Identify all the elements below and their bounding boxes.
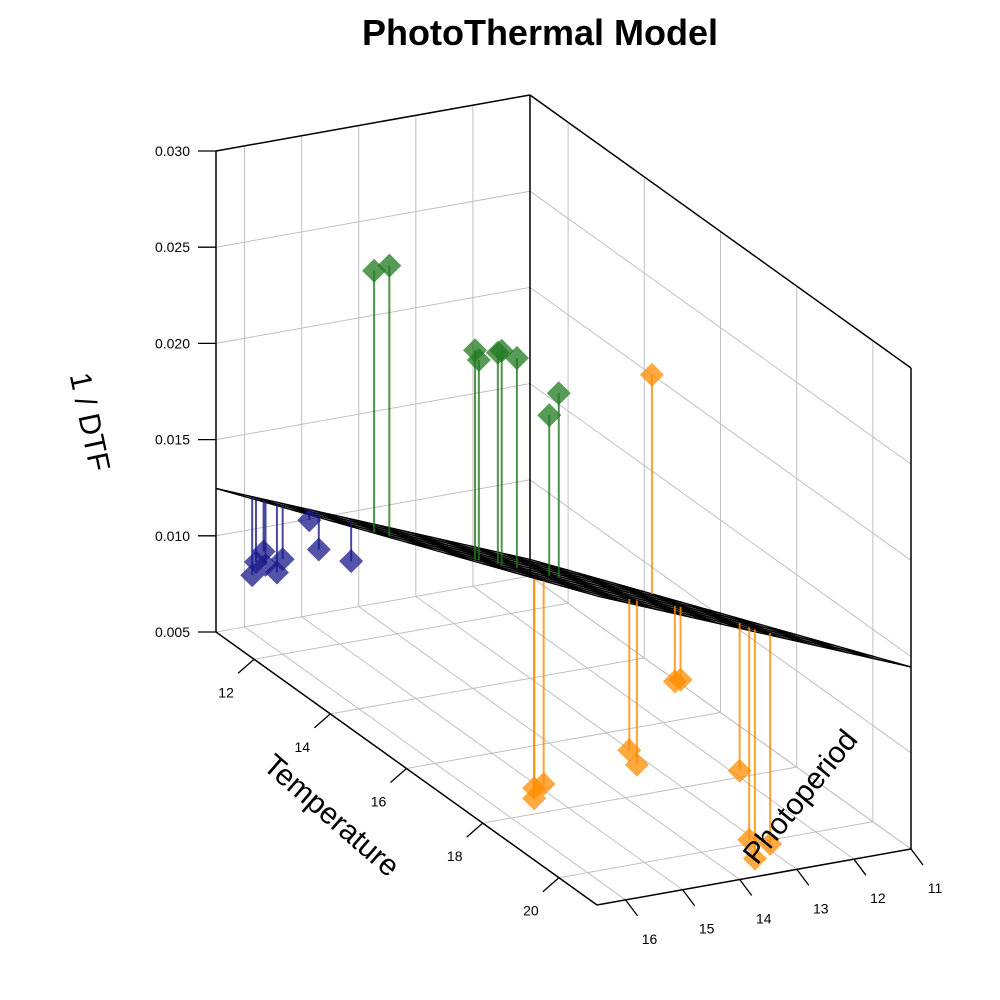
z-tick-label: 0.015 xyxy=(155,432,190,448)
gridline xyxy=(215,383,531,441)
gridline xyxy=(330,657,645,715)
surface-line xyxy=(341,516,723,626)
y-tick-label: 16 xyxy=(642,931,658,947)
x-tick-label: 18 xyxy=(447,848,463,864)
gridline xyxy=(244,626,626,901)
box-edge xyxy=(529,94,912,369)
gridline xyxy=(358,606,741,880)
data-point xyxy=(339,549,364,574)
data-point xyxy=(546,381,571,406)
fitted-surface xyxy=(215,487,912,668)
z-tick-label: 0.025 xyxy=(155,239,190,255)
gridline xyxy=(215,286,531,344)
gridline xyxy=(558,821,873,879)
y-tick-label: 15 xyxy=(699,921,715,937)
data-point xyxy=(297,508,322,533)
z-tick-label: 0.005 xyxy=(155,624,190,640)
x-tick-label: 20 xyxy=(523,903,539,919)
y-tick-label: 12 xyxy=(870,890,886,906)
data-point xyxy=(362,258,387,283)
data-point xyxy=(537,403,562,428)
data-point xyxy=(270,547,295,572)
data-point xyxy=(522,786,547,811)
z-axis-label: 1 / DTF xyxy=(63,370,116,475)
gridline xyxy=(406,712,721,769)
surface-line xyxy=(467,544,849,654)
x-tick xyxy=(313,713,331,729)
chart-title: PhotoThermal Model xyxy=(362,12,718,53)
data-point xyxy=(624,752,649,777)
x-axis-label: Temperature xyxy=(257,748,406,883)
z-tick-label: 0.030 xyxy=(155,143,190,159)
y-tick xyxy=(910,848,924,866)
data-point xyxy=(742,846,767,871)
data-points xyxy=(240,253,783,871)
surface-line xyxy=(247,494,629,604)
surface-line xyxy=(498,551,880,661)
x-tick xyxy=(237,658,255,674)
y-tick xyxy=(853,858,867,876)
gridline xyxy=(472,585,855,860)
data-point xyxy=(463,338,488,363)
data-point xyxy=(489,338,514,363)
data-point xyxy=(727,758,752,783)
y-tick xyxy=(625,899,639,917)
y-tick xyxy=(796,868,810,886)
y-tick-label: 14 xyxy=(756,911,772,927)
box-edge xyxy=(215,94,531,152)
y-tick-label: 11 xyxy=(928,880,943,896)
data-point xyxy=(639,362,664,387)
gridline xyxy=(529,286,912,561)
y-tick-label: 13 xyxy=(813,900,829,916)
x-tick xyxy=(390,768,407,783)
surface-line xyxy=(404,530,786,640)
y-axis-label: Photoperiod xyxy=(737,724,864,871)
gridline xyxy=(529,190,912,465)
gridline xyxy=(529,383,912,658)
gridline xyxy=(215,190,531,248)
gridline xyxy=(215,479,531,537)
surface-line xyxy=(529,558,912,668)
gridline xyxy=(529,575,912,850)
data-point xyxy=(306,537,331,562)
gridline xyxy=(254,602,569,660)
x-tick-label: 12 xyxy=(218,684,234,700)
x-tick-label: 14 xyxy=(295,739,311,755)
x-tick-label: 16 xyxy=(371,794,387,810)
y-tick xyxy=(739,879,753,896)
x-tick xyxy=(542,877,560,893)
gridline xyxy=(415,595,798,870)
gridline xyxy=(301,616,683,891)
gridline xyxy=(215,575,531,633)
data-point xyxy=(668,667,693,692)
data-point xyxy=(758,831,783,856)
x-tick xyxy=(466,822,484,838)
y-tick xyxy=(682,889,696,907)
surface-line xyxy=(215,487,598,597)
box-edge xyxy=(596,848,912,906)
surface-line xyxy=(435,537,817,647)
tick-labels: 0.005 0.010 0.015 0.020 0.025 0.030 12 14 16 18 20… xyxy=(155,143,943,947)
z-tick-label: 0.020 xyxy=(155,335,190,351)
z-tick-label: 0.010 xyxy=(155,528,190,544)
surface-line xyxy=(372,523,755,633)
surface-line xyxy=(278,501,660,611)
